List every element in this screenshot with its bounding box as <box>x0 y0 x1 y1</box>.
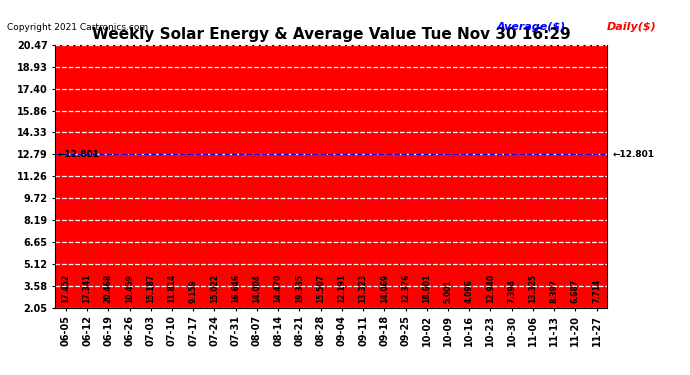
Bar <box>226 99 245 308</box>
Bar <box>482 152 500 308</box>
Bar <box>333 163 351 308</box>
Text: 6.687: 6.687 <box>571 279 580 303</box>
Text: 7.714: 7.714 <box>592 279 601 303</box>
Title: Weekly Solar Energy & Average Value Tue Nov 30 16:29: Weekly Solar Energy & Average Value Tue … <box>92 27 571 42</box>
Bar <box>269 130 287 308</box>
Text: Copyright 2021 Cartronics.com: Copyright 2021 Cartronics.com <box>7 22 148 32</box>
Text: 12.940: 12.940 <box>486 274 495 303</box>
Bar <box>545 217 563 308</box>
Bar <box>99 45 117 308</box>
Text: 11.814: 11.814 <box>168 274 177 303</box>
Text: 12.191: 12.191 <box>337 274 346 303</box>
Text: 15.187: 15.187 <box>146 274 155 303</box>
Text: Daily($): Daily($) <box>607 22 657 33</box>
Bar <box>375 136 393 308</box>
Text: Average($): Average($) <box>497 22 566 33</box>
Text: 12.376: 12.376 <box>401 274 410 303</box>
Text: 14.470: 14.470 <box>274 274 283 303</box>
Bar <box>184 206 202 308</box>
Text: 15.022: 15.022 <box>210 274 219 303</box>
Bar <box>502 231 521 308</box>
Text: ←12.801: ←12.801 <box>613 150 655 159</box>
Bar <box>588 227 606 308</box>
Bar <box>206 123 224 308</box>
Text: 18.601: 18.601 <box>422 274 431 303</box>
Bar <box>460 278 478 308</box>
Bar <box>141 120 160 308</box>
Bar <box>354 147 372 308</box>
Bar <box>290 61 308 308</box>
Text: 15.507: 15.507 <box>316 274 325 303</box>
Bar <box>417 72 436 308</box>
Bar <box>397 160 415 308</box>
Bar <box>312 116 330 308</box>
Text: 14.069: 14.069 <box>380 274 388 303</box>
Text: 5.001: 5.001 <box>444 279 453 303</box>
Bar <box>78 90 96 308</box>
Text: ←12.801: ←12.801 <box>58 150 100 159</box>
Text: 10.459: 10.459 <box>125 274 134 303</box>
Text: 13.323: 13.323 <box>359 274 368 303</box>
Text: 17.452: 17.452 <box>61 274 70 303</box>
Text: 17.341: 17.341 <box>83 274 92 303</box>
Text: 13.325: 13.325 <box>529 274 538 303</box>
Text: 16.646: 16.646 <box>231 274 240 303</box>
Text: 4.096: 4.096 <box>464 279 474 303</box>
Text: 14.004: 14.004 <box>253 274 262 303</box>
Text: 8.397: 8.397 <box>550 279 559 303</box>
Text: 9.159: 9.159 <box>188 279 198 303</box>
Bar <box>439 266 457 308</box>
Text: 7.394: 7.394 <box>507 279 516 303</box>
Text: 19.335: 19.335 <box>295 274 304 303</box>
Text: 20.468: 20.468 <box>104 274 112 303</box>
Bar <box>121 188 139 308</box>
Bar <box>57 88 75 308</box>
Bar <box>163 168 181 308</box>
Bar <box>248 137 266 308</box>
Bar <box>524 147 542 308</box>
Bar <box>566 242 584 308</box>
